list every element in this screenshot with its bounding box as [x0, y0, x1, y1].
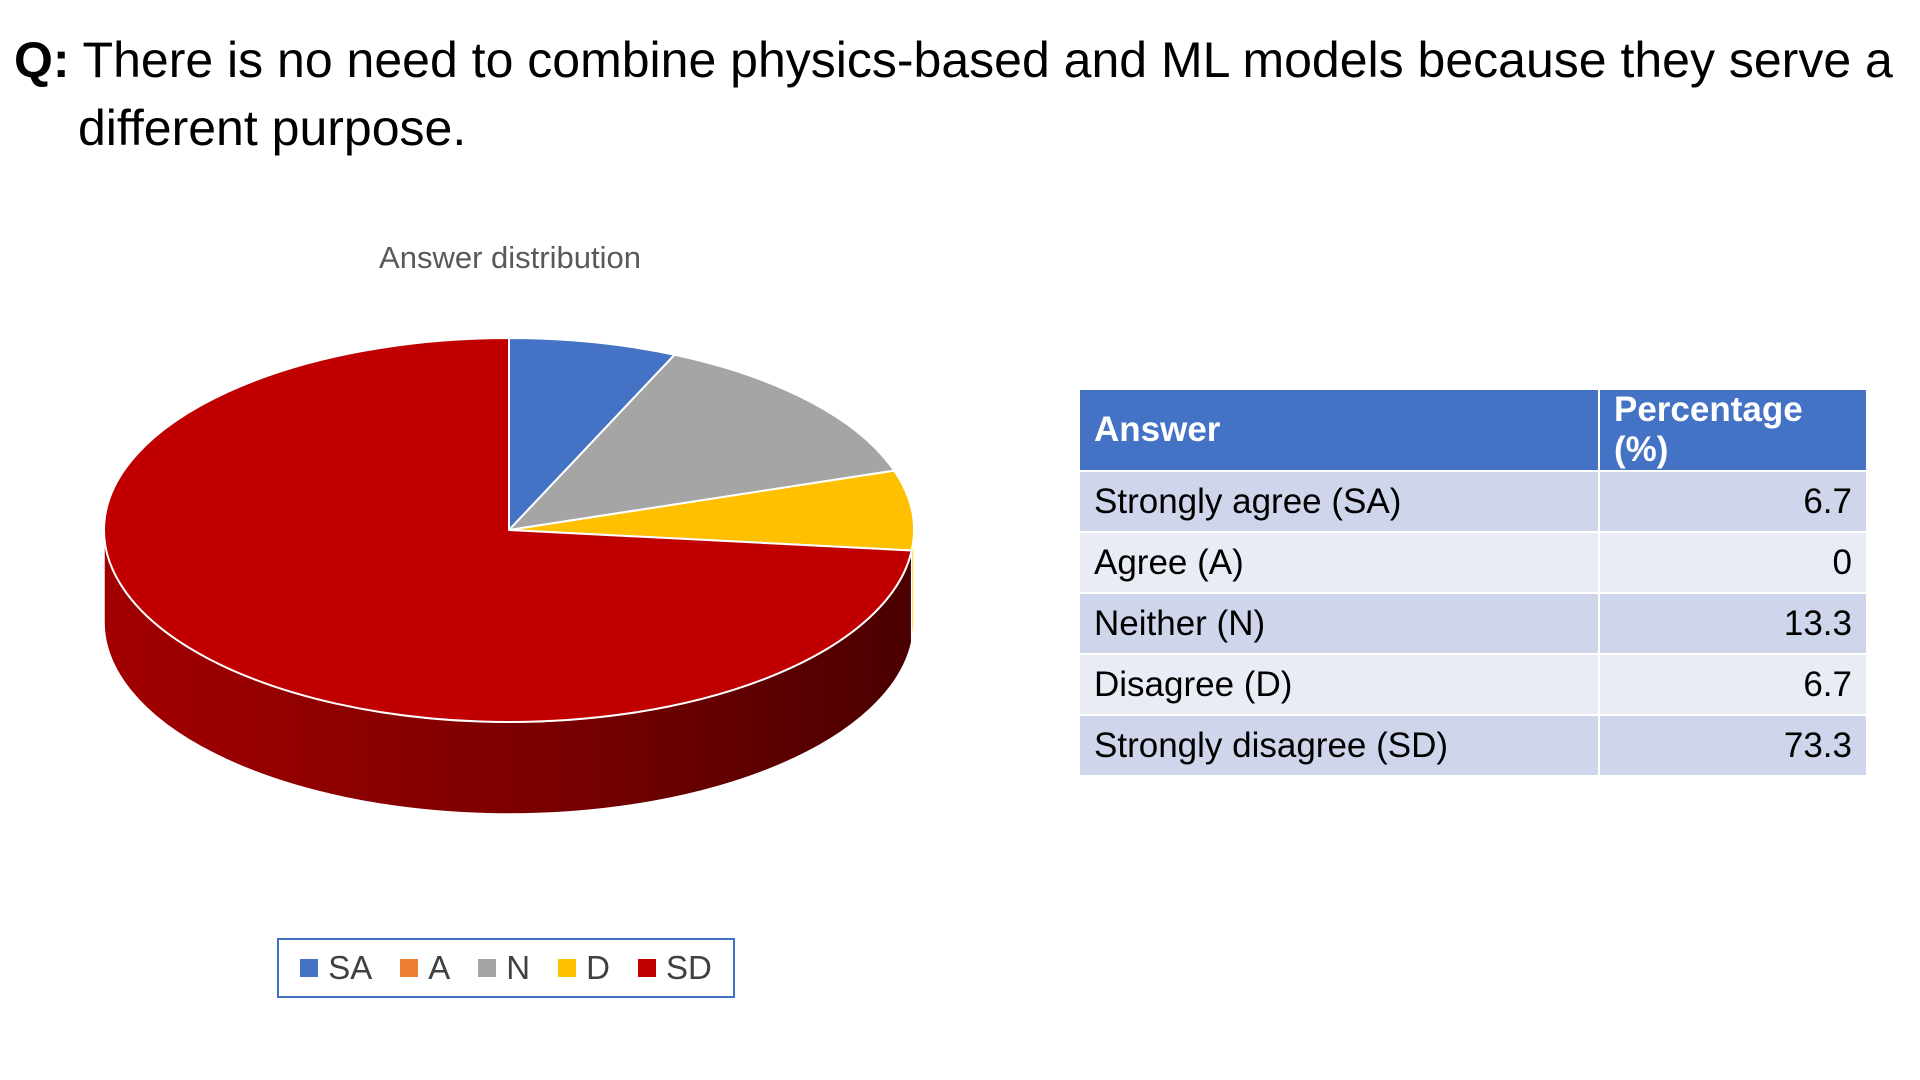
legend-item-a: A: [400, 949, 450, 987]
table-cell-percentage: 13.3: [1598, 592, 1868, 655]
legend-label: SA: [328, 949, 373, 986]
legend-label: D: [586, 949, 610, 986]
legend-item-sa: SA: [300, 949, 372, 987]
legend-swatch: [558, 959, 577, 977]
legend-swatch: [400, 959, 419, 977]
pie-slice-sa: [508, 337, 676, 531]
pie-slice-d: [508, 469, 915, 552]
legend-swatch: [478, 959, 497, 977]
table-cell-percentage: 6.7: [1598, 470, 1868, 533]
table-cell-answer: Disagree (D): [1078, 653, 1600, 716]
table-cell-answer: Agree (A): [1078, 531, 1600, 594]
legend-label: N: [506, 949, 531, 986]
legend-swatch: [637, 959, 656, 977]
legend-item-d: D: [558, 949, 610, 987]
pie-slice-n: [508, 353, 896, 531]
table-header-row: Answer Percentage (%): [1078, 388, 1868, 472]
table-header-answer: Answer: [1078, 388, 1600, 472]
table-row: Disagree (D) 6.7: [1078, 653, 1868, 716]
question-label: Q:: [14, 32, 70, 88]
table-header-percentage: Percentage (%): [1598, 388, 1868, 472]
legend-item-sd: SD: [637, 949, 712, 987]
legend-swatch: [300, 959, 319, 977]
chart-legend: SA A N D SD: [277, 938, 735, 998]
question-text: There is no need to combine physics-base…: [78, 32, 1893, 156]
data-table: Answer Percentage (%) Strongly agree (SA…: [1078, 388, 1868, 777]
legend-label: A: [428, 949, 451, 986]
table-cell-percentage: 0: [1598, 531, 1868, 594]
table-cell-answer: Neither (N): [1078, 592, 1600, 655]
pie-slices: [103, 337, 915, 723]
legend-item-n: N: [478, 949, 530, 987]
pie-slice-sd: [103, 337, 913, 723]
question: Q: There is no need to combine physics-b…: [14, 26, 1920, 162]
legend-label: SD: [665, 949, 712, 986]
table-cell-percentage: 73.3: [1598, 714, 1868, 777]
table-row: Strongly disagree (SD) 73.3: [1078, 714, 1868, 777]
table-row: Agree (A) 0: [1078, 531, 1868, 594]
table-cell-percentage: 6.7: [1598, 653, 1868, 716]
pie-chart: [103, 337, 915, 815]
table-cell-answer: Strongly agree (SA): [1078, 470, 1600, 533]
chart-title: Answer distribution: [379, 240, 641, 275]
table-cell-answer: Strongly disagree (SD): [1078, 714, 1600, 777]
table-row: Strongly agree (SA) 6.7: [1078, 470, 1868, 533]
table-row: Neither (N) 13.3: [1078, 592, 1868, 655]
